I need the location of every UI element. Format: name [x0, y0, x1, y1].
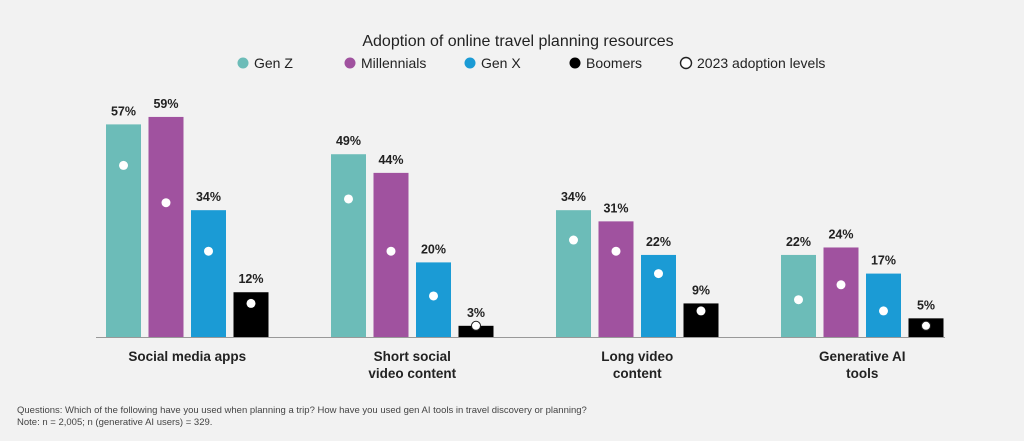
value-label-boomers-social-media-apps: 12% [238, 272, 263, 286]
value-label-millennials-short-social-video-content: 44% [378, 153, 403, 167]
value-label-millennials-long-video-content: 31% [603, 201, 628, 215]
value-label-boomers-generative-ai-tools: 5% [917, 298, 935, 312]
marker-2023-gen-x-short-social-video-content [429, 291, 438, 301]
bar-gen-x-generative-ai-tools [866, 273, 901, 337]
marker-2023-millennials-social-media-apps [161, 198, 171, 208]
value-label-millennials-social-media-apps: 59% [153, 97, 178, 111]
legend-label-millennials: Millennials [361, 55, 426, 71]
legend-swatch-2023-adoption-levels [679, 56, 693, 70]
value-label-gen-z-generative-ai-tools: 22% [786, 235, 811, 249]
marker-2023-boomers-short-social-video-content [471, 320, 481, 331]
marker-2023-gen-z-social-media-apps [119, 160, 128, 170]
value-label-millennials-generative-ai-tools: 24% [828, 227, 853, 241]
category-label-social-media-apps: Social media apps [128, 349, 246, 364]
marker-2023-gen-z-generative-ai-tools [794, 295, 803, 305]
bar-millennials-long-video-content [598, 221, 634, 337]
legend-swatch-gen-x [464, 57, 476, 69]
value-label-gen-z-social-media-apps: 57% [111, 104, 136, 118]
marker-2023-boomers-social-media-apps [246, 298, 256, 308]
footnote-questions: Questions: Which of the following have y… [17, 405, 587, 416]
value-label-boomers-long-video-content: 9% [692, 283, 710, 297]
marker-2023-gen-x-long-video-content [654, 269, 663, 279]
footnote-note: Note: n = 2,005; n (generative AI users)… [17, 417, 213, 428]
marker-2023-gen-x-social-media-apps [204, 246, 213, 256]
marker-2023-millennials-generative-ai-tools [836, 280, 846, 290]
value-label-gen-z-short-social-video-content: 49% [336, 134, 361, 148]
value-label-boomers-short-social-video-content: 3% [467, 306, 485, 320]
marker-2023-millennials-short-social-video-content [386, 246, 396, 256]
value-label-gen-x-social-media-apps: 34% [196, 190, 221, 204]
category-label-generative-ai-tools: Generative AI tools [819, 349, 906, 381]
bar-millennials-generative-ai-tools [823, 247, 859, 337]
value-label-gen-z-long-video-content: 34% [561, 190, 586, 204]
bar-gen-z-long-video-content [556, 210, 591, 337]
legend-label-gen-z: Gen Z [254, 55, 293, 71]
bar-millennials-social-media-apps [148, 116, 184, 338]
legend-label-gen-x: Gen X [481, 55, 521, 71]
bar-gen-x-long-video-content [641, 254, 676, 337]
marker-2023-boomers-long-video-content [696, 306, 706, 316]
value-label-gen-x-long-video-content: 22% [646, 235, 671, 249]
marker-2023-gen-x-generative-ai-tools [879, 306, 888, 316]
marker-2023-gen-z-short-social-video-content [344, 194, 353, 204]
legend-swatch-boomers [569, 57, 581, 69]
legend-label-boomers: Boomers [586, 55, 642, 71]
value-label-gen-x-short-social-video-content: 20% [421, 242, 446, 256]
chart-title: Adoption of online travel planning resou… [362, 33, 673, 50]
marker-2023-millennials-long-video-content [611, 246, 621, 256]
value-label-gen-x-generative-ai-tools: 17% [871, 254, 896, 268]
bar-gen-z-social-media-apps [106, 124, 141, 337]
bar-gen-x-social-media-apps [191, 210, 226, 337]
chart-footnote: Questions: Which of the following have y… [17, 405, 587, 429]
category-label-long-video-content: Long video content [601, 349, 673, 381]
legend-swatch-gen-z [237, 57, 249, 69]
legend-swatch-millennials [344, 57, 356, 69]
marker-2023-boomers-generative-ai-tools [921, 320, 931, 331]
bar-boomers-short-social-video-content [458, 325, 494, 337]
marker-2023-gen-z-long-video-content [569, 235, 578, 245]
bar-gen-z-short-social-video-content [331, 154, 366, 337]
category-label-short-social-video-content: Short social video content [368, 349, 456, 381]
legend-label-2023-adoption-levels: 2023 adoption levels [697, 55, 825, 71]
